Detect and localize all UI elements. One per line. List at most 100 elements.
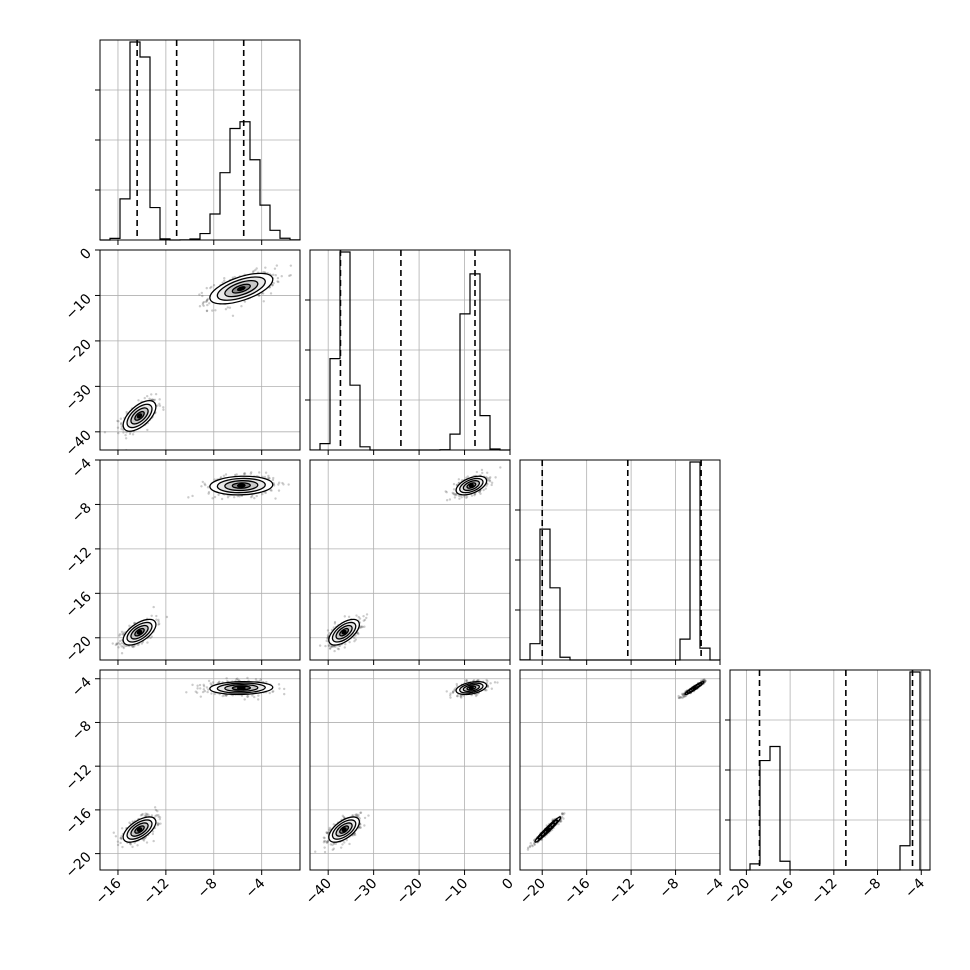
sample-point — [327, 644, 330, 647]
sample-point — [131, 820, 134, 823]
sample-point — [448, 694, 452, 697]
sample-point — [482, 488, 485, 492]
sample-point — [120, 425, 124, 428]
sample-point — [361, 625, 364, 629]
sample-point — [488, 477, 491, 480]
sample-point — [282, 687, 286, 691]
sample-point — [493, 681, 497, 684]
sample-point — [488, 479, 491, 482]
sample-point — [112, 831, 115, 834]
scatter-panel-3-0 — [99, 669, 301, 871]
sample-point — [354, 638, 357, 641]
sample-point — [237, 678, 240, 682]
sample-point — [118, 643, 122, 646]
histogram-step-2 — [519, 461, 721, 661]
sample-point — [157, 815, 160, 818]
sample-point — [499, 466, 502, 469]
hist-panel-0 — [95, 39, 301, 241]
sample-point — [208, 302, 211, 305]
sample-point — [472, 679, 476, 682]
sample-point — [343, 841, 346, 844]
sample-point — [205, 309, 209, 313]
sample-point — [119, 836, 122, 840]
sample-point — [445, 499, 449, 502]
sample-point — [561, 812, 564, 815]
sample-point — [485, 484, 488, 487]
sample-point — [327, 828, 331, 831]
sample-point — [116, 419, 119, 423]
sample-point — [203, 689, 207, 693]
sample-point — [357, 615, 360, 619]
sample-point — [560, 813, 564, 816]
density-contour-0-4 — [341, 827, 347, 832]
sample-point — [289, 273, 292, 277]
sample-point — [282, 483, 285, 486]
sample-point — [257, 294, 261, 297]
density-contour-1-4 — [236, 483, 246, 488]
sample-point — [231, 276, 235, 279]
sample-point — [261, 492, 264, 496]
sample-point — [133, 621, 136, 625]
scatter-points — [318, 466, 502, 653]
sample-point — [363, 824, 366, 827]
sample-point — [531, 844, 534, 848]
sample-point — [355, 813, 358, 816]
sample-point — [211, 309, 214, 312]
sample-point — [465, 476, 468, 480]
sample-point — [356, 814, 359, 817]
sample-point — [343, 615, 347, 618]
sample-point — [141, 812, 144, 816]
sample-point — [348, 640, 351, 644]
sample-point — [255, 494, 258, 498]
panel-frame-1-1 — [309, 249, 511, 451]
sample-point — [204, 300, 208, 303]
sample-point — [155, 814, 158, 817]
sample-point — [157, 814, 160, 817]
panel-frame-3-3 — [729, 669, 931, 871]
sample-point — [354, 813, 357, 817]
sample-point — [704, 679, 707, 683]
sample-point — [155, 614, 158, 618]
sample-point — [530, 844, 534, 847]
sample-point — [337, 647, 341, 651]
sample-point — [146, 428, 149, 432]
sample-point — [444, 490, 447, 493]
sample-point — [455, 684, 459, 688]
sample-point — [255, 267, 258, 270]
sample-point — [559, 819, 563, 823]
sample-point — [326, 840, 330, 843]
sample-point — [324, 644, 327, 648]
sample-point — [314, 850, 317, 853]
sample-point — [557, 822, 560, 826]
sample-point — [205, 286, 208, 290]
sample-point — [288, 274, 291, 278]
sample-point — [328, 644, 331, 647]
sample-point — [452, 488, 456, 491]
sample-point — [116, 426, 120, 429]
sample-point — [333, 620, 337, 624]
sample-point — [157, 623, 160, 626]
sample-point — [703, 679, 707, 682]
sample-point — [118, 633, 122, 636]
sample-point — [201, 303, 205, 306]
sample-point — [118, 634, 121, 637]
sample-point — [363, 625, 366, 628]
sample-point — [213, 692, 217, 696]
sample-point — [267, 474, 270, 478]
sample-point — [265, 680, 268, 684]
sample-point — [120, 645, 123, 648]
sample-point — [117, 420, 120, 423]
sample-point — [455, 694, 459, 698]
sample-point — [128, 821, 131, 824]
density-contour-0-4 — [545, 827, 551, 833]
sample-point — [487, 479, 490, 482]
sample-point — [125, 431, 128, 434]
sample-point — [120, 641, 124, 645]
sample-point — [452, 690, 455, 693]
sample-point — [470, 494, 474, 497]
sample-point — [451, 691, 455, 694]
sample-point — [274, 497, 277, 500]
hist-panel-3 — [725, 669, 931, 871]
sample-point — [243, 698, 246, 701]
sample-point — [264, 491, 267, 495]
